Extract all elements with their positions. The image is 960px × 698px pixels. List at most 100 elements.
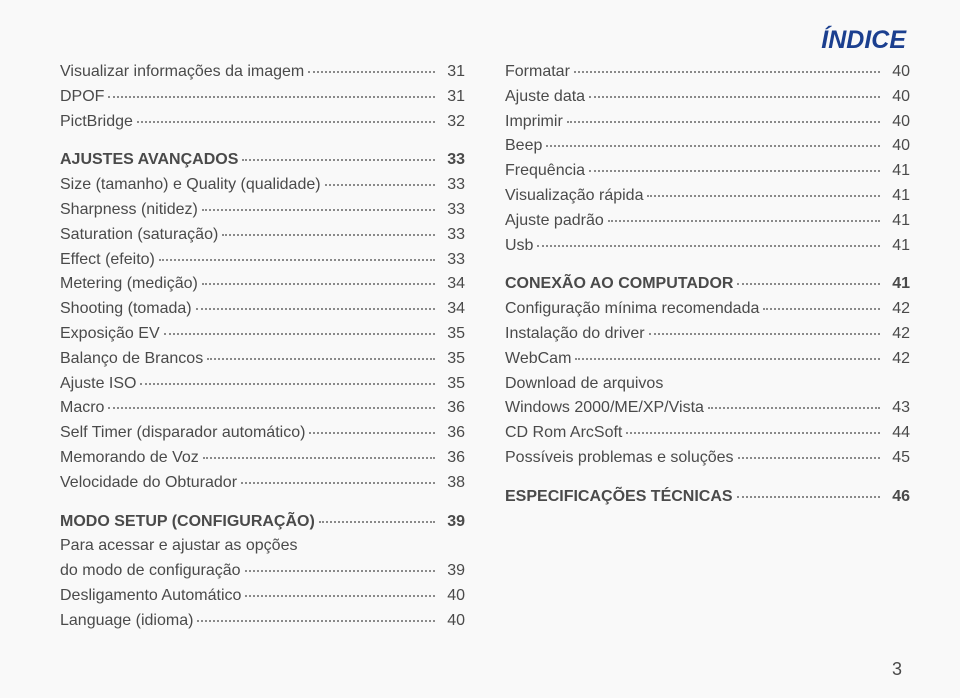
toc-line: DPOF31 bbox=[60, 85, 465, 110]
toc-page-number: 33 bbox=[439, 148, 465, 173]
toc-columns: Visualizar informações da imagem31DPOF31… bbox=[60, 30, 910, 634]
toc-page-number: 33 bbox=[439, 248, 465, 273]
toc-leader-dots bbox=[708, 407, 880, 409]
toc-page-number: 35 bbox=[439, 372, 465, 397]
toc-page-number: 41 bbox=[884, 272, 910, 297]
toc-leader-dots bbox=[649, 333, 880, 335]
toc-leader-dots bbox=[159, 259, 435, 261]
toc-label: Desligamento Automático bbox=[60, 584, 241, 609]
toc-line: CD Rom ArcSoft44 bbox=[505, 421, 910, 446]
toc-page-number: 38 bbox=[439, 471, 465, 496]
toc-label: Instalação do driver bbox=[505, 322, 645, 347]
toc-leader-dots bbox=[574, 71, 880, 73]
toc-line: Language (idioma)40 bbox=[60, 609, 465, 634]
toc-label: Exposição EV bbox=[60, 322, 160, 347]
toc-line: Download de arquivos bbox=[505, 372, 910, 397]
toc-label: Macro bbox=[60, 396, 104, 421]
toc-label: Effect (efeito) bbox=[60, 248, 155, 273]
toc-label: Visualização rápida bbox=[505, 184, 643, 209]
toc-page-number: 40 bbox=[884, 85, 910, 110]
toc-page-number: 42 bbox=[884, 347, 910, 372]
toc-page-number: 33 bbox=[439, 223, 465, 248]
toc-leader-dots bbox=[575, 358, 880, 360]
toc-label: CD Rom ArcSoft bbox=[505, 421, 622, 446]
page-number: 3 bbox=[892, 659, 902, 680]
toc-page-number: 41 bbox=[884, 159, 910, 184]
toc-line: Possíveis problemas e soluções45 bbox=[505, 446, 910, 471]
toc-page-number: 36 bbox=[439, 396, 465, 421]
toc-line: Metering (medição) 34 bbox=[60, 272, 465, 297]
toc-line: Exposição EV 35 bbox=[60, 322, 465, 347]
toc-line: Beep 40 bbox=[505, 134, 910, 159]
toc-leader-dots bbox=[241, 482, 435, 484]
toc-page-number: 41 bbox=[884, 184, 910, 209]
toc-line: Self Timer (disparador automático) 36 bbox=[60, 421, 465, 446]
toc-line: Saturation (saturação)33 bbox=[60, 223, 465, 248]
toc-label: Para acessar e ajustar as opções bbox=[60, 534, 297, 559]
toc-page-number: 40 bbox=[884, 110, 910, 135]
toc-page-number: 36 bbox=[439, 421, 465, 446]
toc-leader-dots bbox=[589, 170, 880, 172]
toc-leader-dots bbox=[245, 570, 435, 572]
toc-leader-dots bbox=[325, 184, 435, 186]
toc-line: Desligamento Automático40 bbox=[60, 584, 465, 609]
toc-label: Imprimir bbox=[505, 110, 563, 135]
toc-page-number: 35 bbox=[439, 347, 465, 372]
toc-label: Sharpness (nitidez) bbox=[60, 198, 198, 223]
toc-label: Download de arquivos bbox=[505, 372, 663, 397]
toc-label: ESPECIFICAÇÕES TÉCNICAS bbox=[505, 485, 733, 510]
toc-spacer bbox=[60, 134, 465, 148]
toc-line: Macro 36 bbox=[60, 396, 465, 421]
toc-leader-dots bbox=[242, 159, 435, 161]
toc-label: Metering (medição) bbox=[60, 272, 198, 297]
toc-line: Ajuste ISO35 bbox=[60, 372, 465, 397]
toc-leader-dots bbox=[207, 358, 435, 360]
toc-page-number: 42 bbox=[884, 322, 910, 347]
toc-page-number: 34 bbox=[439, 272, 465, 297]
toc-line: Ajuste padrão41 bbox=[505, 209, 910, 234]
toc-leader-dots bbox=[763, 308, 880, 310]
toc-line: Formatar40 bbox=[505, 60, 910, 85]
toc-label: Self Timer (disparador automático) bbox=[60, 421, 305, 446]
toc-line: Ajuste data40 bbox=[505, 85, 910, 110]
toc-line: Visualização rápida 41 bbox=[505, 184, 910, 209]
toc-leader-dots bbox=[647, 195, 880, 197]
toc-line: Memorando de Voz36 bbox=[60, 446, 465, 471]
toc-page-number: 42 bbox=[884, 297, 910, 322]
toc-label: Frequência bbox=[505, 159, 585, 184]
toc-label: PictBridge bbox=[60, 110, 133, 135]
page-header: ÍNDICE bbox=[821, 26, 906, 55]
toc-label: Configuração mínima recomendada bbox=[505, 297, 759, 322]
toc-leader-dots bbox=[308, 71, 435, 73]
toc-page-number: 33 bbox=[439, 198, 465, 223]
toc-leader-dots bbox=[245, 595, 435, 597]
toc-line: Sharpness (nitidez) 33 bbox=[60, 198, 465, 223]
toc-line: Windows 2000/ME/XP/Vista43 bbox=[505, 396, 910, 421]
toc-leader-dots bbox=[202, 283, 435, 285]
toc-line: PictBridge 32 bbox=[60, 110, 465, 135]
toc-line: WebCam42 bbox=[505, 347, 910, 372]
toc-leader-dots bbox=[108, 407, 435, 409]
toc-page-number: 40 bbox=[884, 60, 910, 85]
toc-page-number: 39 bbox=[439, 559, 465, 584]
toc-label: AJUSTES AVANÇADOS bbox=[60, 148, 238, 173]
toc-leader-dots bbox=[164, 333, 435, 335]
toc-line: ESPECIFICAÇÕES TÉCNICAS 46 bbox=[505, 485, 910, 510]
toc-line: Velocidade do Obturador 38 bbox=[60, 471, 465, 496]
toc-page-number: 32 bbox=[439, 110, 465, 135]
toc-line: Usb41 bbox=[505, 234, 910, 259]
toc-page-number: 46 bbox=[884, 485, 910, 510]
toc-label: Memorando de Voz bbox=[60, 446, 199, 471]
toc-leader-dots bbox=[197, 620, 435, 622]
toc-leader-dots bbox=[137, 121, 435, 123]
toc-page-number: 39 bbox=[439, 510, 465, 535]
toc-page-number: 35 bbox=[439, 322, 465, 347]
toc-leader-dots bbox=[196, 308, 435, 310]
toc-leader-dots bbox=[589, 96, 880, 98]
toc-label: Windows 2000/ME/XP/Vista bbox=[505, 396, 704, 421]
toc-label: Velocidade do Obturador bbox=[60, 471, 237, 496]
toc-label: Beep bbox=[505, 134, 542, 159]
toc-page-number: 40 bbox=[884, 134, 910, 159]
toc-leader-dots bbox=[222, 234, 435, 236]
toc-leader-dots bbox=[319, 521, 435, 523]
